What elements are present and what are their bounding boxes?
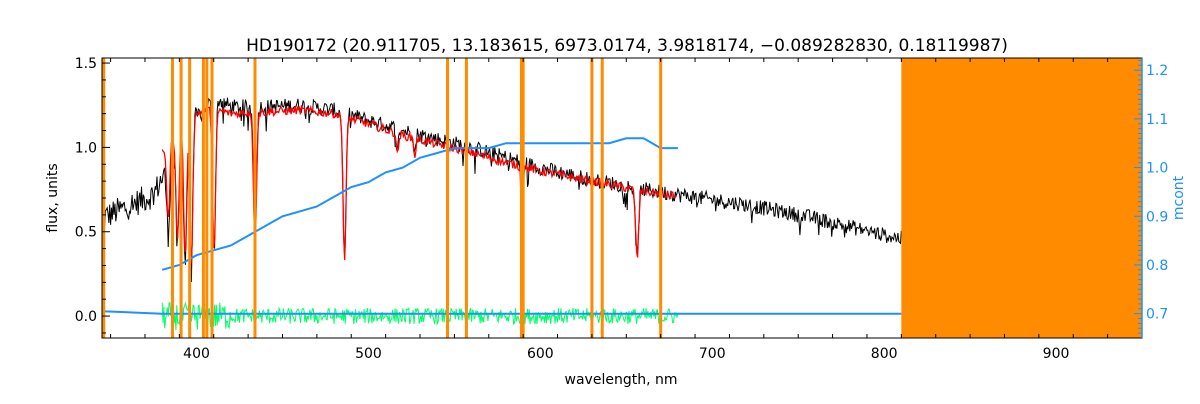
y2-axis-label: mcont <box>1171 175 1187 220</box>
y-tick-label: 0.5 <box>75 225 97 241</box>
y2-tick-label: 0.8 <box>1146 258 1168 274</box>
y2-tick-label: 1.2 <box>1146 63 1168 79</box>
y2-tick-label: 0.7 <box>1146 307 1168 323</box>
x-axis-label: wavelength, nm <box>565 372 678 388</box>
y2-tick-label: 0.9 <box>1146 209 1168 225</box>
x-tick-label: 800 <box>871 346 898 362</box>
model-spectrum-line <box>161 104 677 263</box>
y-axis-label: flux, units <box>45 163 61 232</box>
masked-region <box>901 58 1142 338</box>
y2-tick-label: 1.1 <box>1146 112 1168 128</box>
y2-tick-label: 1.0 <box>1146 161 1168 177</box>
observed-spectrum-line <box>102 97 902 283</box>
x-tick-label: 700 <box>699 346 726 362</box>
x-tick-label: 900 <box>1043 346 1070 362</box>
chart-title: HD190172 (20.911705, 13.183615, 6973.017… <box>246 36 1008 56</box>
x-tick-label: 500 <box>355 346 382 362</box>
x-tick-label: 600 <box>527 346 554 362</box>
mcont-line <box>161 137 678 271</box>
y-tick-label: 1.5 <box>75 56 97 72</box>
mcont-baseline-line <box>102 310 902 315</box>
x-tick-label: 400 <box>183 346 210 362</box>
y-tick-label: 0.0 <box>75 309 97 325</box>
y-tick-label: 1.0 <box>75 140 97 156</box>
residual-line <box>161 301 679 331</box>
